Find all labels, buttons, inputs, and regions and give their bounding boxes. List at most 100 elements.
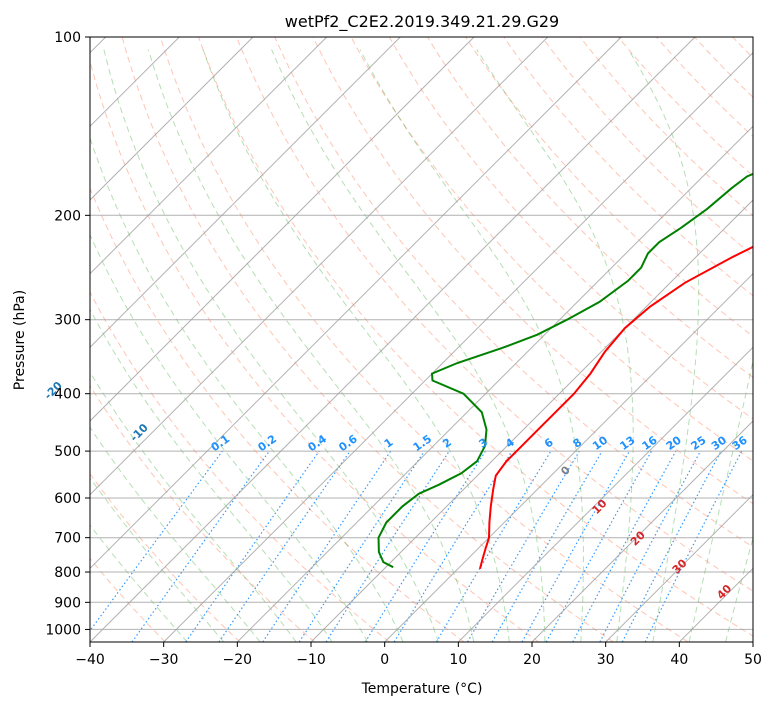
dry-adiabat-line (312, 37, 753, 505)
mixing-ratio-label: 20 (664, 433, 684, 453)
dry-adiabat-label: -10 (128, 421, 151, 444)
dry-adiabat-line (656, 37, 753, 138)
dry-adiabat-line (465, 37, 753, 337)
dry-adiabat-line (617, 37, 753, 177)
mixing-ratio-line (521, 450, 631, 642)
mixing-ratio-label: 3 (477, 436, 491, 451)
moist-adiabat-line (90, 426, 261, 642)
dry-adiabat-line (198, 37, 753, 637)
moist-adiabat-line (90, 476, 225, 642)
x-tick-label: 0 (380, 652, 389, 668)
mixing-ratio-label: 2 (440, 436, 454, 451)
wet-bulb-label: 30 (670, 556, 690, 576)
x-tick-label: −40 (75, 652, 105, 668)
isotherm-line (678, 567, 753, 642)
dry-adiabat-line (732, 37, 753, 59)
isotherm-line (752, 641, 753, 642)
dry-adiabat-line (121, 37, 614, 642)
dry-adiabat-line (90, 291, 390, 642)
y-tick-label: 500 (54, 444, 81, 460)
dry-adiabat-line (236, 37, 753, 592)
mixing-ratio-line (435, 450, 552, 642)
isotherm-line (90, 37, 401, 349)
dry-adiabat-line (90, 384, 316, 642)
mixing-ratio-label: 16 (640, 433, 660, 453)
isotherm-line (457, 346, 753, 642)
dry-adiabat-line (694, 37, 753, 98)
isotherm-line (605, 493, 753, 642)
moist-adiabat-line (90, 308, 333, 642)
moist-adiabat-line (90, 371, 297, 642)
mixing-ratio-label: 8 (571, 436, 585, 451)
dry-adiabat-line (350, 37, 753, 462)
x-tick-label: −20 (223, 652, 253, 668)
dewpoint-profile-line (377, 172, 753, 569)
y-tick-label: 100 (54, 30, 81, 46)
moist-adiabat-line (147, 49, 475, 642)
chart-title: wetPf2_C2E2.2019.349.21.29.G29 (285, 12, 559, 32)
mixing-ratio-line (364, 450, 486, 642)
x-tick-label: 20 (523, 652, 541, 668)
x-tick-label: −30 (149, 652, 179, 668)
dry-adiabat-line (503, 37, 753, 297)
dry-adiabat-line (426, 37, 753, 378)
x-axis-label: Temperature (°C) (361, 681, 483, 697)
mixing-ratio-line (131, 450, 270, 642)
mixing-ratio-label: 36 (730, 433, 750, 453)
chart-line-labels: 0.10.20.40.611.52346810131620253036-100-… (42, 379, 750, 602)
y-tick-label: 800 (54, 565, 81, 581)
isotherm-line (163, 51, 753, 642)
y-axis-label: Pressure (hPa) (12, 290, 28, 390)
mixing-ratio-line (644, 450, 743, 642)
mixing-ratio-line (90, 450, 223, 632)
isotherm-line (310, 199, 753, 642)
x-tick-label: −10 (296, 652, 326, 668)
dry-adiabat-line (771, 37, 775, 642)
dry-adiabat-line (388, 37, 753, 420)
mixing-ratio-line (572, 450, 677, 642)
mixing-ratio-line (545, 450, 653, 642)
isotherm-line (90, 37, 328, 275)
moist-adiabat-line (90, 136, 404, 642)
mixing-ratio-line (185, 450, 320, 642)
y-tick-label: 300 (54, 313, 81, 329)
isotherm-line (90, 37, 254, 201)
temperature-profile-line (479, 245, 753, 570)
mixing-ratio-label: 13 (617, 434, 637, 453)
y-tick-label: 900 (54, 595, 81, 611)
isotherm-line (90, 37, 549, 496)
wet-bulb-label: 40 (714, 582, 734, 602)
mixing-ratio-line (599, 450, 702, 642)
isotherm-line (384, 272, 753, 642)
mixing-ratio-label: 30 (709, 433, 729, 453)
wet-bulb-label: 10 (590, 497, 610, 517)
y-tick-label: 700 (54, 531, 81, 547)
moist-adiabat-line (725, 536, 753, 642)
y-tick-label: 600 (54, 491, 81, 507)
chart-ticks: −40 −30 −20 −10 0 10 20 30 40 50 1000 900 800 700 600 5… (45, 30, 762, 668)
mixing-ratio-line (218, 450, 351, 642)
isotherm-line (90, 37, 475, 422)
isotherm-line (236, 125, 753, 642)
moist-adiabat-line (628, 49, 700, 642)
moist-adiabat-line (359, 49, 584, 642)
isotherm-line (90, 37, 622, 570)
moist-adiabat-line (90, 233, 369, 642)
moist-adiabat-line (688, 358, 753, 642)
mixing-ratio-label: 10 (590, 433, 610, 453)
mixing-ratio-line (298, 450, 425, 642)
y-tick-label: 200 (54, 208, 81, 224)
mixing-ratio-line (325, 450, 450, 642)
chart-series (377, 172, 753, 570)
isotherm-line (531, 420, 753, 642)
mixing-ratio-line (262, 450, 392, 642)
mixing-ratio-label: 25 (688, 434, 708, 453)
mixing-ratio-line (393, 450, 513, 642)
plot-frame (89, 36, 754, 643)
y-tick-label: 400 (54, 387, 81, 403)
dry-adiabat-line (159, 37, 689, 642)
dry-adiabat-line (90, 187, 465, 642)
dry-adiabat-line (541, 37, 753, 257)
x-tick-label: 40 (670, 652, 688, 668)
